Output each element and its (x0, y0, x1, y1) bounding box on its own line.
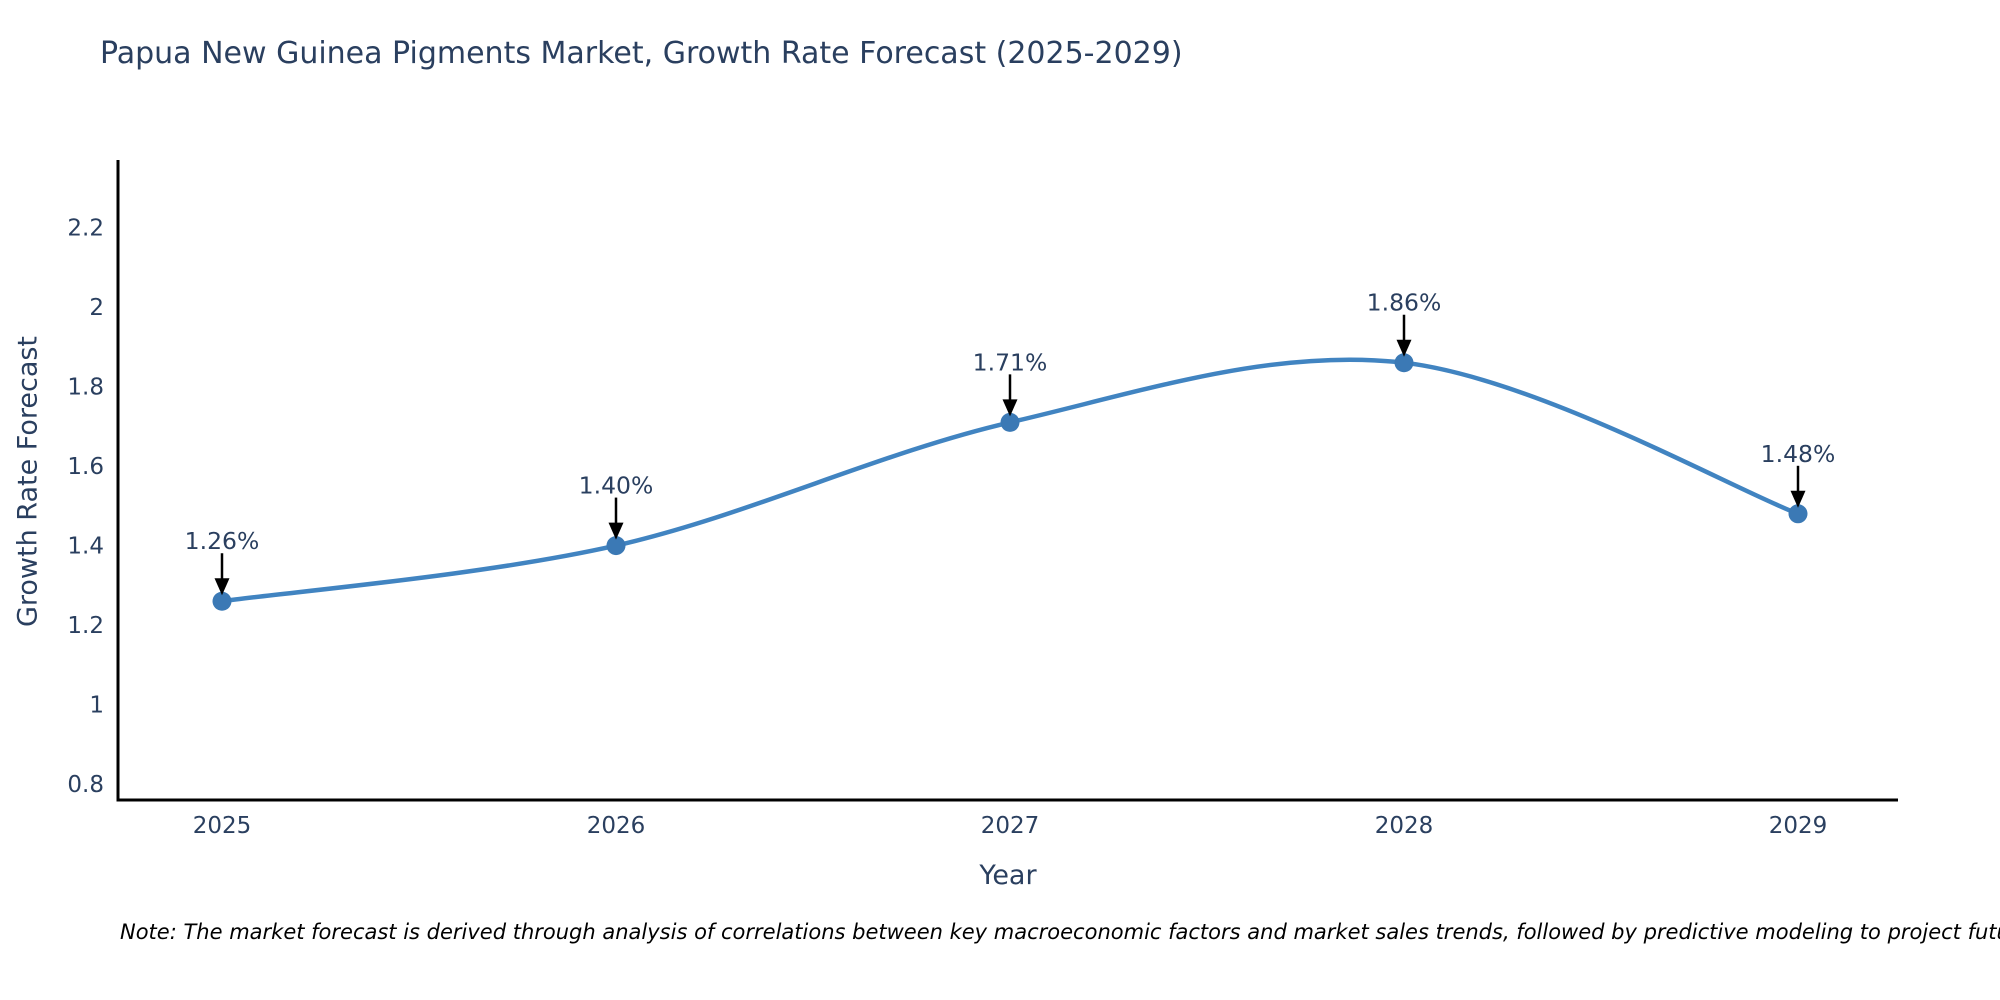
y-tick-label-1.8: 1.8 (67, 375, 104, 401)
annotation-label-2029: 1.48% (1761, 440, 1836, 468)
annotation-arrowhead-icon (1790, 490, 1806, 508)
data-point-2029[interactable] (1788, 504, 1808, 524)
annotation-label-2028: 1.86% (1367, 289, 1442, 317)
annotation-label-2027: 1.71% (973, 348, 1048, 376)
annotation-arrowhead-icon (608, 522, 624, 540)
y-tick-label-1.4: 1.4 (67, 534, 104, 560)
data-point-2027[interactable] (1000, 412, 1020, 432)
y-tick-label-2.2: 2.2 (67, 216, 104, 242)
annotation-arrowhead-icon (1396, 339, 1412, 357)
x-tick-label-2025: 2025 (193, 813, 252, 839)
annotation-label-2026: 1.40% (579, 472, 654, 500)
y-tick-label-1.6: 1.6 (67, 454, 104, 480)
y-tick-label-1.2: 1.2 (67, 613, 104, 639)
x-tick-label-2027: 2027 (981, 813, 1040, 839)
footnote: Note: The market forecast is derived thr… (120, 920, 2000, 944)
annotation-arrowhead-icon (1002, 399, 1018, 417)
data-point-2025[interactable] (212, 591, 232, 611)
data-point-2028[interactable] (1394, 353, 1414, 373)
x-tick-label-2028: 2028 (1375, 813, 1434, 839)
x-tick-label-2026: 2026 (587, 813, 646, 839)
chart-title: Papua New Guinea Pigments Market, Growth… (100, 36, 1183, 71)
x-axis-title: Year (979, 860, 1037, 891)
y-tick-label-2: 2 (89, 295, 104, 321)
y-tick-label-1: 1 (89, 693, 104, 719)
data-point-2026[interactable] (606, 536, 626, 556)
annotation-label-2025: 1.26% (185, 527, 260, 555)
y-tick-label-0.8: 0.8 (67, 772, 104, 798)
annotation-arrowhead-icon (214, 578, 230, 596)
x-tick-label-2029: 2029 (1769, 813, 1828, 839)
